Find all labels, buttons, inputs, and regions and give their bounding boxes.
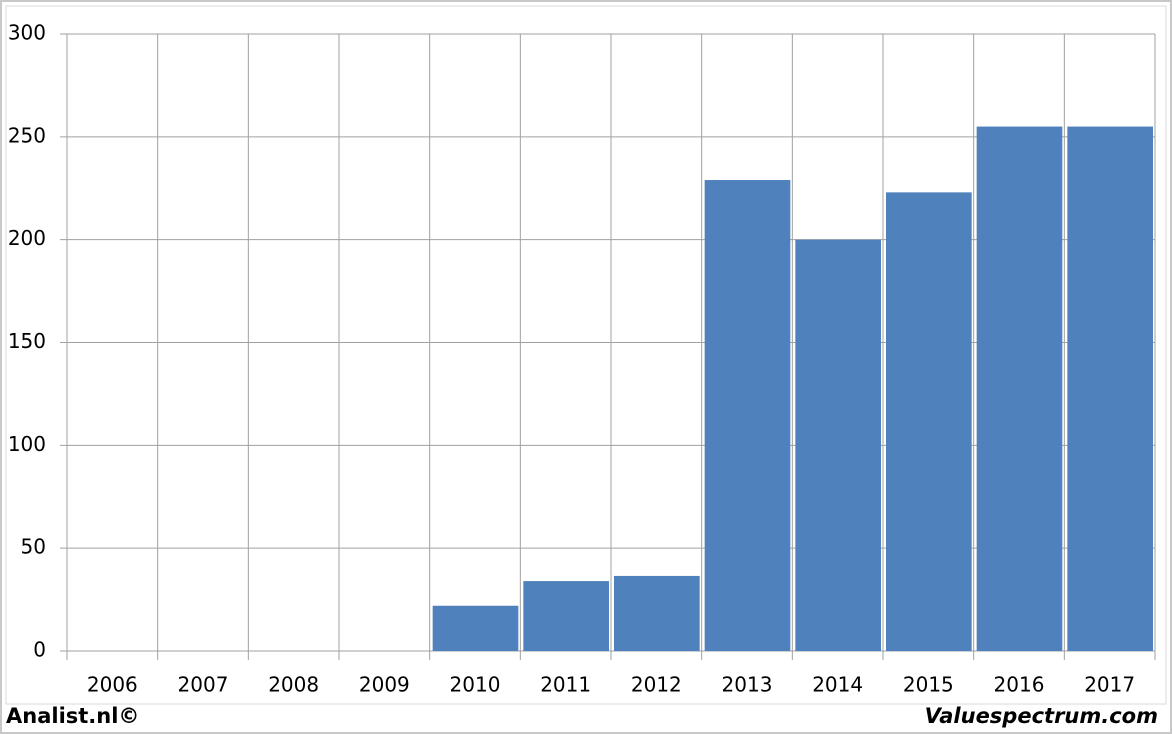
y-tick-label: 50 [21,535,46,559]
x-tick-label: 2016 [994,673,1045,697]
y-tick-label: 200 [8,226,46,250]
x-tick-label: 2015 [903,673,954,697]
y-tick-label: 250 [8,123,46,147]
x-tick-label: 2014 [812,673,863,697]
bar [976,126,1063,652]
y-tick-label: 100 [8,432,46,456]
y-tick-label: 0 [33,638,46,662]
x-tick-label: 2008 [268,673,319,697]
x-tick-label: 2012 [631,673,682,697]
y-tick-label: 300 [8,21,46,45]
x-tick-label: 2006 [87,673,138,697]
bar [795,239,881,651]
bar [1067,126,1153,652]
bar [614,575,700,651]
x-tick-label: 2010 [450,673,501,697]
bar [432,605,519,651]
x-tick-label: 2009 [359,673,410,697]
footer-left: Analist.nl© [6,704,139,728]
y-tick-label: 150 [8,329,46,353]
plot-frame [5,5,1167,705]
x-tick-label: 2013 [722,673,773,697]
x-tick-label: 2017 [1084,673,1135,697]
bar [704,180,791,652]
x-tick-label: 2007 [178,673,229,697]
x-tick-label: 2011 [540,673,591,697]
bar [886,192,972,651]
bar [523,581,609,651]
footer-right: Valuespectrum.com [925,704,1158,728]
